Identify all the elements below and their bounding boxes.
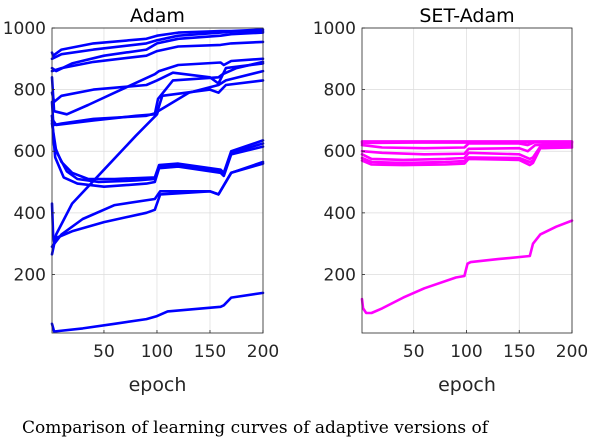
y-tick-label: 400 xyxy=(324,204,356,224)
y-tick-label: 1000 xyxy=(313,19,356,39)
x-axis-label-adam: epoch xyxy=(129,374,187,396)
x-tick-label: 50 xyxy=(403,342,425,362)
x-tick-label: 200 xyxy=(247,342,279,362)
series-line-adam-4 xyxy=(50,40,265,73)
chart-title-adam: Adam xyxy=(130,5,185,27)
chart-title-set-adam: SET-Adam xyxy=(419,5,514,27)
series-line-set-adam-3 xyxy=(360,140,574,150)
x-tick-label: 150 xyxy=(194,342,226,362)
y-tick-label: 800 xyxy=(14,81,46,101)
axes-frame-adam xyxy=(51,27,264,334)
y-tick-label: 200 xyxy=(324,265,356,285)
x-tick-label: 100 xyxy=(450,342,482,362)
series-line-set-adam-4 xyxy=(360,142,574,156)
x-axis-label-set-adam: epoch xyxy=(438,374,496,396)
y-tick-label: 800 xyxy=(324,81,356,101)
ticks-set-adam: 50 100 150 200 200 400 600 800 1000 xyxy=(313,19,588,362)
y-tick-label: 600 xyxy=(324,142,356,162)
series-line-adam-6 xyxy=(50,62,265,104)
grid-set-adam xyxy=(362,27,573,333)
series-line-adam-5 xyxy=(50,57,265,116)
series-line-set-adam-8 xyxy=(360,219,574,315)
series-group-set-adam xyxy=(360,140,574,315)
chart-adam: 50 100 150 200 200 400 600 800 1000 Adam epoch xyxy=(3,5,279,396)
series-line-adam-9 xyxy=(50,69,265,256)
x-tick-label: 100 xyxy=(141,342,173,362)
axes-frame-set-adam xyxy=(361,27,573,334)
series-line-adam-14 xyxy=(50,160,265,244)
ticks-adam: 50 100 150 200 200 400 600 800 1000 xyxy=(3,19,279,362)
series-line-adam-15 xyxy=(50,291,265,333)
series-line-set-adam-5 xyxy=(360,143,574,162)
x-tick-label: 200 xyxy=(556,342,588,362)
y-tick-label: 400 xyxy=(14,204,46,224)
series-line-set-adam-7 xyxy=(360,146,574,167)
x-tick-label: 50 xyxy=(93,342,115,362)
series-group-adam xyxy=(50,28,265,333)
chart-set-adam: 50 100 150 200 200 400 600 800 1000 SET-Adam epo… xyxy=(313,5,588,396)
y-tick-label: 200 xyxy=(14,265,46,285)
series-line-adam-12 xyxy=(50,119,265,188)
y-tick-label: 600 xyxy=(14,142,46,162)
x-tick-label: 150 xyxy=(503,342,535,362)
y-tick-label: 1000 xyxy=(3,19,46,39)
figure-caption: Comparison of learning curves of adaptiv… xyxy=(22,418,489,438)
series-line-adam-2 xyxy=(50,29,265,61)
